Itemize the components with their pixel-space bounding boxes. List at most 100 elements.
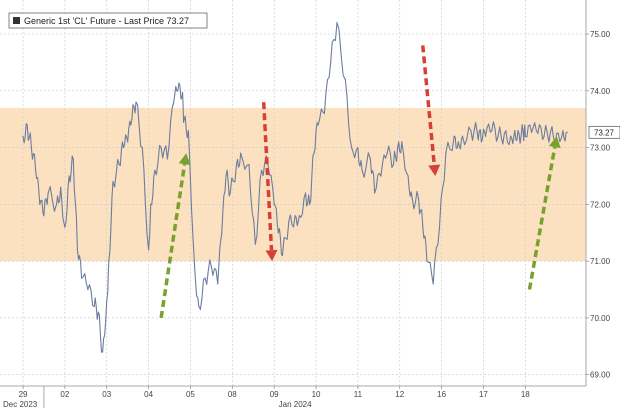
- x-tick-label: 10: [312, 390, 321, 399]
- data-point: [432, 283, 434, 285]
- data-point: [160, 146, 162, 149]
- data-point: [304, 192, 307, 194]
- data-point: [101, 351, 104, 353]
- data-point: [141, 146, 143, 149]
- data-point: [357, 146, 359, 149]
- data-point: [39, 203, 41, 205]
- data-point: [281, 254, 284, 257]
- data-point: [198, 305, 200, 308]
- trend-arrow-head: [428, 164, 441, 176]
- data-point: [166, 158, 169, 160]
- data-point: [518, 132, 520, 134]
- data-point: [68, 175, 70, 177]
- data-point: [503, 132, 505, 134]
- y-tick-label: 72.00: [590, 200, 611, 209]
- data-point: [127, 141, 129, 143]
- data-point: [60, 186, 62, 188]
- data-point: [240, 152, 242, 154]
- data-point: [461, 135, 464, 137]
- data-point: [480, 141, 482, 143]
- x-tick-label: 17: [479, 390, 488, 399]
- data-point: [210, 266, 212, 268]
- data-point: [64, 226, 66, 228]
- data-point: [351, 146, 353, 149]
- x-tick-label: 18: [521, 390, 530, 399]
- data-point: [76, 249, 79, 251]
- data-point: [380, 175, 382, 177]
- y-tick-layer: 69.00 70.00 71.00 72.00 73.00 74.00 75.00: [586, 30, 611, 380]
- data-point: [181, 95, 183, 98]
- x-tick-label: 29: [19, 390, 28, 399]
- annotation-layer: [159, 45, 561, 319]
- data-point: [254, 243, 256, 245]
- x-tick-label: 05: [186, 390, 195, 399]
- data-point: [221, 232, 223, 234]
- data-point: [55, 203, 58, 205]
- data-point: [537, 132, 539, 134]
- data-point: [417, 198, 420, 200]
- y-tick-label: 75.00: [590, 30, 611, 39]
- data-point: [438, 226, 441, 228]
- x-tick-label: 12: [395, 390, 404, 399]
- data-point: [106, 300, 108, 302]
- trend-arrow-head: [178, 153, 191, 166]
- y-tick-label: 73.00: [590, 144, 611, 153]
- data-point: [277, 232, 279, 234]
- data-point: [118, 164, 120, 166]
- data-point: [470, 129, 472, 132]
- data-point: [369, 158, 372, 160]
- data-point: [514, 129, 516, 132]
- data-point: [361, 169, 363, 171]
- data-point: [93, 305, 95, 308]
- trend-arrow-shaft: [159, 163, 187, 319]
- data-point: [43, 215, 45, 217]
- data-point: [150, 203, 152, 205]
- data-point: [392, 164, 395, 166]
- data-point: [261, 169, 263, 171]
- data-point: [445, 152, 447, 154]
- last-price-tag-label: 73.27: [594, 128, 615, 137]
- data-point: [549, 131, 552, 133]
- data-point: [204, 277, 206, 279]
- data-point: [173, 101, 175, 103]
- data-point: [566, 131, 568, 133]
- series-layer: [22, 22, 568, 353]
- trend-arrow-head: [548, 136, 561, 149]
- x-tick-label: 03: [102, 390, 111, 399]
- data-point: [26, 124, 28, 126]
- last-price-tag-box: [588, 125, 620, 139]
- y-tick-label: 71.00: [590, 257, 611, 266]
- data-point: [522, 131, 524, 133]
- data-point: [229, 192, 231, 194]
- data-point: [72, 158, 74, 160]
- trend-arrow-shaft: [421, 45, 437, 166]
- data-point: [457, 141, 459, 143]
- data-point: [309, 203, 311, 205]
- data-point: [317, 124, 319, 126]
- data-point: [108, 260, 110, 262]
- y-tick-label: 70.00: [590, 314, 611, 323]
- data-point: [453, 135, 455, 137]
- x-tick-label: 02: [60, 390, 69, 399]
- data-point: [344, 78, 346, 81]
- x-group-label-dec: Dec 2023: [3, 400, 38, 409]
- data-point: [556, 132, 558, 134]
- data-point: [131, 118, 133, 120]
- data-point: [288, 220, 290, 222]
- data-point: [426, 260, 428, 262]
- x-tick-label: 08: [228, 390, 237, 399]
- y-tick-label: 69.00: [590, 371, 611, 380]
- grid-layer: [0, 0, 586, 386]
- x-tick-label: 04: [144, 390, 153, 399]
- last-price-tag: 73.27: [588, 125, 620, 139]
- data-point: [225, 175, 227, 177]
- data-point: [497, 135, 499, 137]
- data-point: [524, 135, 526, 137]
- data-point: [530, 131, 533, 133]
- range-band: [0, 107, 586, 262]
- data-point: [47, 192, 49, 194]
- data-point: [147, 249, 150, 251]
- legend-box: [8, 12, 208, 29]
- data-point: [112, 181, 114, 183]
